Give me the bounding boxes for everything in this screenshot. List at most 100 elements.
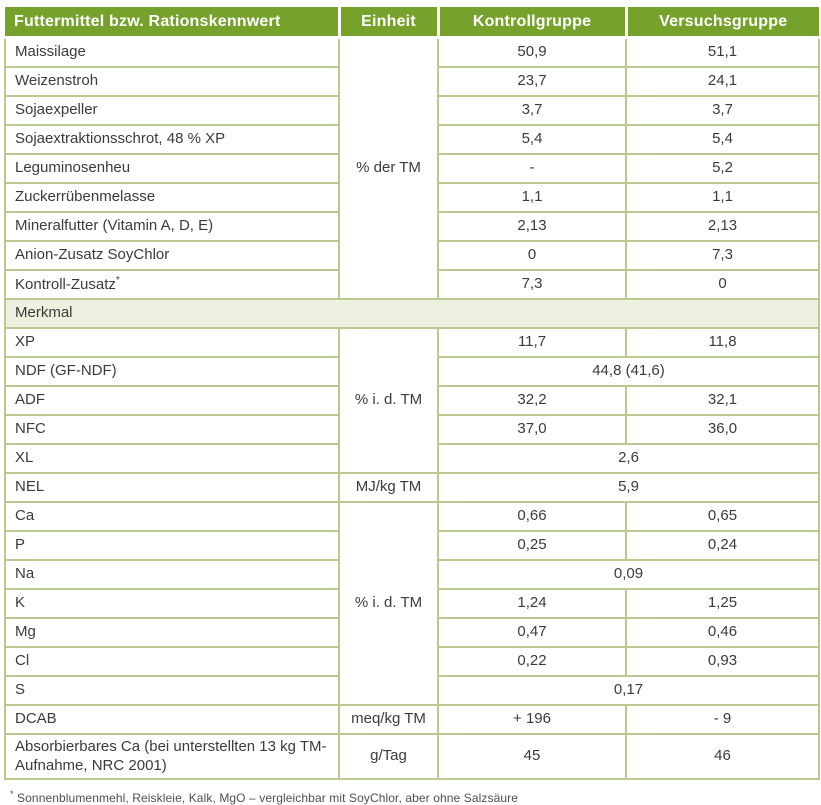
footnote: * Sonnenblumenmehl, Reiskleie, Kalk, MgO… <box>10 789 818 805</box>
value-kontrolle: 45 <box>437 733 627 780</box>
feed-label: Mineralfutter (Vitamin A, D, E) <box>4 211 340 242</box>
value-kontrolle: 1,1 <box>437 182 627 213</box>
table-row: Na 0,09 <box>4 559 820 590</box>
trait-label: Cl <box>4 646 340 677</box>
value-versuchs: 46 <box>625 733 820 780</box>
value-spanning: 0,17 <box>437 675 820 706</box>
header-cell-feed: Futtermittel bzw. Rationskennwert <box>5 7 339 39</box>
footnote-marker: * <box>115 274 120 286</box>
feed-label: Anion-Zusatz SoyChlor <box>4 240 340 271</box>
table-row: NDF (GF-NDF) 44,8 (41,6) <box>4 356 820 387</box>
value-kontrolle: 37,0 <box>437 414 627 445</box>
table-row: NEL MJ/kg TM 5,9 <box>4 472 820 503</box>
value-versuchs: 0,65 <box>625 501 820 532</box>
value-kontrolle: 0,66 <box>437 501 627 532</box>
value-versuchs: 1,25 <box>625 588 820 619</box>
value-versuchs: 0 <box>625 269 820 300</box>
trait-label: XL <box>4 443 340 474</box>
feed-label-text: Kontroll-Zusatz <box>15 275 116 293</box>
value-kontrolle: 32,2 <box>437 385 627 416</box>
footnote-text: Sonnenblumenmehl, Reiskleie, Kalk, MgO –… <box>13 791 518 805</box>
footnote-marker: * <box>10 789 14 799</box>
value-kontrolle: + 196 <box>437 704 627 735</box>
table-row: XP % i. d. TM 11,7 11,8 <box>4 327 820 474</box>
trait-label: NDF (GF-NDF) <box>4 356 340 387</box>
table-row: Kontroll-Zusatz* 7,3 0 <box>4 269 820 300</box>
trait-label: NFC <box>4 414 340 445</box>
section-title: Merkmal <box>4 298 820 329</box>
table-row: Absorbierbares Ca (bei unterstellten 13 … <box>4 733 820 780</box>
table-row: Mineralfutter (Vitamin A, D, E) 2,13 2,1… <box>4 211 820 242</box>
table-row: S 0,17 <box>4 675 820 706</box>
table-row: Anion-Zusatz SoyChlor 0 7,3 <box>4 240 820 271</box>
section-header-row: Merkmal <box>4 298 820 329</box>
feed-label: Zuckerrübenmelasse <box>4 182 340 213</box>
value-kontrolle: 1,24 <box>437 588 627 619</box>
value-kontrolle: 0,22 <box>437 646 627 677</box>
trait-label: K <box>4 588 340 619</box>
table-row: K 1,24 1,25 <box>4 588 820 619</box>
trait-label: ADF <box>4 385 340 416</box>
table-row: Maissilage % der TM 50,9 51,1 <box>4 36 820 300</box>
header-row: Futtermittel bzw. Rationskennwert Einhei… <box>5 7 819 39</box>
value-kontrolle: - <box>437 153 627 184</box>
value-versuchs: 3,7 <box>625 95 820 126</box>
value-spanning: 44,8 (41,6) <box>437 356 820 387</box>
value-spanning: 5,9 <box>437 472 820 503</box>
value-kontrolle: 7,3 <box>437 269 627 300</box>
trait-label: S <box>4 675 340 706</box>
unit-cell-mj: MJ/kg TM <box>338 472 439 503</box>
value-versuchs: 24,1 <box>625 66 820 97</box>
header-cell-control-group: Kontrollgruppe <box>436 7 626 39</box>
value-versuchs: - 9 <box>625 704 820 735</box>
trait-label: NEL <box>4 472 340 503</box>
trait-label: Mg <box>4 617 340 648</box>
table-row: Leguminosenheu - 5,2 <box>4 153 820 184</box>
value-versuchs: 7,3 <box>625 240 820 271</box>
value-spanning: 0,09 <box>437 559 820 590</box>
ration-table: Futtermittel bzw. Rationskennwert Einhei… <box>4 7 820 780</box>
value-versuchs: 1,1 <box>625 182 820 213</box>
feed-label: Sojaexpeller <box>4 95 340 126</box>
value-versuchs: 2,13 <box>625 211 820 242</box>
trait-label: XP <box>4 327 340 358</box>
header-cell-trial-group: Versuchsgruppe <box>624 7 819 39</box>
table-row: Ca % i. d. TM 0,66 0,65 <box>4 501 820 706</box>
table-row: Sojaexpeller 3,7 3,7 <box>4 95 820 126</box>
value-versuchs: 36,0 <box>625 414 820 445</box>
value-versuchs: 0,24 <box>625 530 820 561</box>
value-versuchs: 0,46 <box>625 617 820 648</box>
unit-cell-percent-idtm-1: % i. d. TM <box>338 327 439 474</box>
table-row: ADF 32,2 32,1 <box>4 385 820 416</box>
header-cell-unit: Einheit <box>337 7 438 39</box>
trait-label: DCAB <box>4 704 340 735</box>
value-kontrolle: 2,13 <box>437 211 627 242</box>
table-row: Sojaextraktionsschrot, 48 % XP 5,4 5,4 <box>4 124 820 155</box>
value-versuchs: 32,1 <box>625 385 820 416</box>
table-row: DCAB meq/kg TM + 196 - 9 <box>4 704 820 735</box>
value-spanning: 2,6 <box>437 443 820 474</box>
feed-label: Weizenstroh <box>4 66 340 97</box>
trait-label: P <box>4 530 340 561</box>
feed-label: Maissilage <box>4 36 340 68</box>
unit-cell-gtag: g/Tag <box>338 733 439 780</box>
value-kontrolle: 23,7 <box>437 66 627 97</box>
unit-cell-percent-tm: % der TM <box>338 36 439 300</box>
trait-label: Ca <box>4 501 340 532</box>
value-kontrolle: 0 <box>437 240 627 271</box>
unit-cell-meq: meq/kg TM <box>338 704 439 735</box>
unit-cell-percent-idtm-2: % i. d. TM <box>338 501 439 706</box>
feed-label: Kontroll-Zusatz* <box>4 269 340 300</box>
value-versuchs: 5,2 <box>625 153 820 184</box>
feed-label: Leguminosenheu <box>4 153 340 184</box>
table-row: Weizenstroh 23,7 24,1 <box>4 66 820 97</box>
trait-label: Absorbierbares Ca (bei unterstellten 13 … <box>4 733 340 780</box>
table-row: Mg 0,47 0,46 <box>4 617 820 648</box>
table-row: Cl 0,22 0,93 <box>4 646 820 677</box>
value-versuchs: 11,8 <box>625 327 820 358</box>
value-kontrolle: 3,7 <box>437 95 627 126</box>
value-kontrolle: 50,9 <box>437 36 627 68</box>
value-kontrolle: 5,4 <box>437 124 627 155</box>
value-kontrolle: 0,25 <box>437 530 627 561</box>
